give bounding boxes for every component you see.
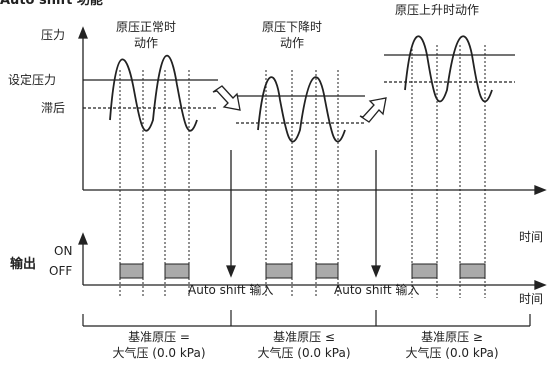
time-axis-label-top: 时间 xyxy=(519,230,544,244)
set-pressure-label: 设定压力 xyxy=(8,73,57,87)
hysteresis-label: 滞后 xyxy=(41,101,66,115)
pressure-axis xyxy=(78,26,547,195)
diagram-title: Auto shift 功能 xyxy=(0,0,103,8)
auto-shift-arrows xyxy=(226,150,381,278)
ref-ge-line2: 大气压 (0.0 kPa) xyxy=(405,346,499,360)
off-label: OFF xyxy=(49,264,73,278)
phase-normal-line1: 原压正常时 xyxy=(115,20,176,34)
ref-le-line1: 基准原压 ≤ xyxy=(273,330,335,344)
output-label: 输出 xyxy=(10,257,37,272)
switch-guides xyxy=(119,45,486,298)
output-axis xyxy=(78,232,547,290)
phase-down-line1: 原压下降时 xyxy=(261,20,322,34)
phase-up-label: 原压上升时动作 xyxy=(395,3,480,17)
phase-normal-line2: 动作 xyxy=(133,36,158,50)
auto-shift-input-label-1: Auto shift 输入 xyxy=(188,283,274,297)
time-axis-label-bottom: 时间 xyxy=(519,292,544,306)
ref-equal-line2: 大气压 (0.0 kPa) xyxy=(112,346,206,360)
on-label: ON xyxy=(54,244,73,258)
threshold-lines-down xyxy=(236,95,365,124)
transition-arrows xyxy=(212,85,387,123)
auto-shift-input-label-2: Auto shift 输入 xyxy=(334,283,420,297)
ref-equal-line1: 基准原压 = xyxy=(128,330,190,344)
pressure-axis-label: 压力 xyxy=(41,28,66,42)
reference-brackets xyxy=(82,310,531,327)
output-pulses xyxy=(119,263,486,279)
phase-down-line2: 动作 xyxy=(279,36,304,50)
threshold-lines-normal xyxy=(83,79,218,109)
pressure-waves xyxy=(109,35,493,143)
ref-ge-line1: 基准原压 ≥ xyxy=(421,330,483,344)
ref-le-line2: 大气压 (0.0 kPa) xyxy=(257,346,351,360)
